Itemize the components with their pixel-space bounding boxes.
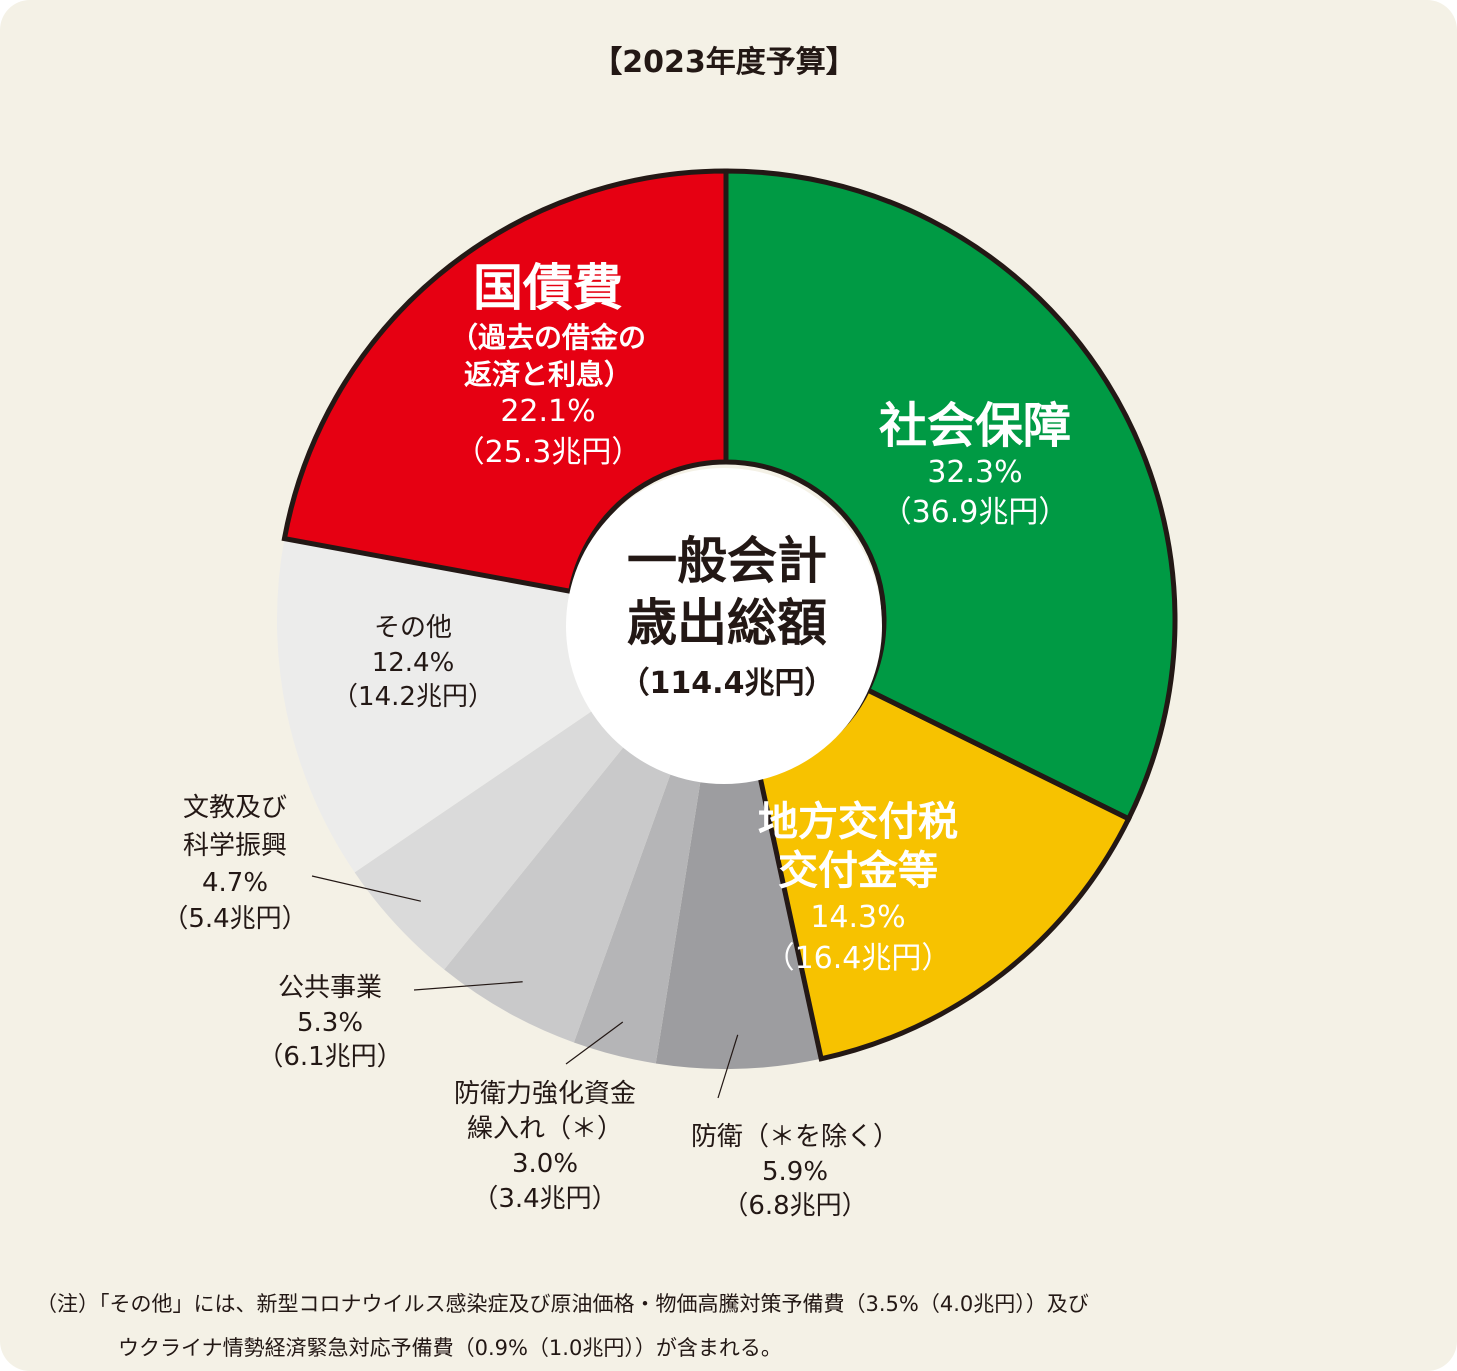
pie-slice-4	[444, 742, 673, 1043]
label-bunkyo-amt: （5.4兆円）	[162, 904, 307, 934]
pie-slices	[276, 171, 1175, 1070]
label-kokyo-pct: 5.3%	[297, 1008, 363, 1038]
label-chiho-name2: 交付金等	[778, 848, 938, 894]
footnote-line2: ウクライナ情勢経済緊急対応予備費（0.9%（1.0兆円））が含まれる。	[118, 1336, 782, 1360]
label-chiho-amt: （16.4兆円）	[765, 941, 952, 976]
pie-slice-0	[726, 171, 1175, 819]
label-boei-name: 防衛（＊を除く）	[691, 1122, 899, 1152]
label-kokyo-amt: （6.1兆円）	[257, 1042, 402, 1072]
label-bunkyo-name1: 文教及び	[183, 793, 287, 823]
pie-slice-3	[573, 768, 702, 1064]
label-kokusai-pct: 22.1%	[500, 394, 595, 429]
label-kokusai-name: 国債費	[473, 259, 623, 317]
center-hole	[566, 468, 882, 784]
pie-slice-5	[354, 708, 627, 970]
leader-line-2	[717, 1034, 739, 1099]
slice-outline-7	[281, 168, 729, 595]
pie-slice-2	[655, 774, 822, 1070]
label-boeikyoka-name1: 防衛力強化資金	[454, 1079, 636, 1109]
footnote-line1: （注）「その他」には、新型コロナウイルス感染症及び原油価格・物価高騰対策予備費（…	[36, 1292, 1089, 1316]
slice-outline-0	[723, 168, 1178, 823]
label-kokusai-amt: （25.3兆円）	[455, 435, 642, 470]
label-sonota-pct: 12.4%	[372, 648, 455, 678]
leader-lines	[311, 875, 739, 1099]
footnote: （注）「その他」には、新型コロナウイルス感染症及び原油価格・物価高騰対策予備費（…	[36, 1282, 1436, 1370]
label-bunkyo-pct: 4.7%	[202, 868, 268, 898]
leader-line-4	[413, 981, 523, 991]
label-boei-pct: 5.9%	[762, 1157, 828, 1187]
label-boeikyoka-name2: 繰入れ（＊）	[467, 1114, 623, 1144]
chart-title: 【2023年度予算】	[592, 45, 856, 80]
label-boeikyoka-amt: （3.4兆円）	[472, 1184, 617, 1214]
label-shakai-amt: （36.9兆円）	[882, 495, 1069, 530]
label-shakai-name: 社会保障	[879, 398, 1071, 454]
label-chiho-name1: 地方交付税	[758, 799, 958, 845]
label-kokusai-sub2: 返済と利息）	[464, 358, 632, 391]
pie-slice-6	[276, 538, 596, 873]
pie-slice-7	[284, 171, 726, 592]
center-title-line1: 一般会計	[627, 532, 827, 590]
leader-line-3	[565, 1021, 624, 1065]
center-total: （114.4兆円）	[620, 666, 835, 701]
label-sonota-name: その他	[374, 613, 452, 643]
label-boeikyoka-pct: 3.0%	[512, 1149, 578, 1179]
label-shakai-pct: 32.3%	[927, 455, 1022, 490]
label-sonota-amt: （14.2兆円）	[332, 682, 494, 712]
pie-slice-1	[759, 689, 1129, 1059]
label-chiho-pct: 14.3%	[810, 900, 905, 935]
label-kokyo-name: 公共事業	[278, 973, 382, 1003]
label-kokusai-sub1: （過去の借金の	[450, 321, 646, 354]
leader-line-5	[311, 875, 421, 902]
center-title-line2: 歳出総額	[627, 594, 827, 652]
label-boei-amt: （6.8兆円）	[722, 1191, 867, 1221]
label-bunkyo-name2: 科学振興	[183, 831, 287, 861]
